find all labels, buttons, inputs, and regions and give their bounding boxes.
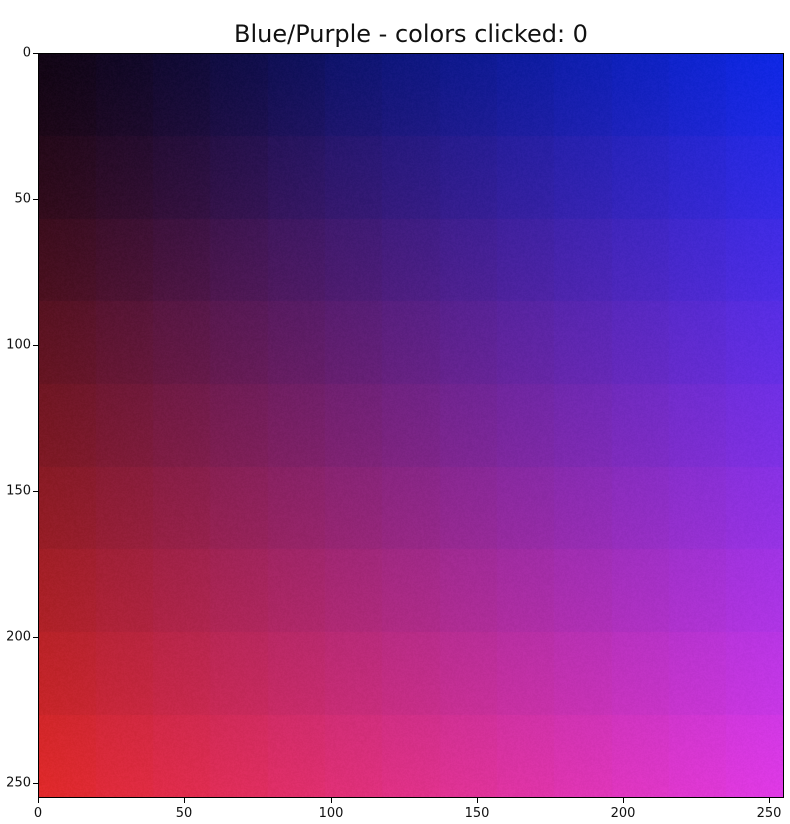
x-tick-mark: [477, 798, 478, 803]
y-tick-mark: [33, 53, 38, 54]
x-tick-label: 50: [175, 806, 193, 821]
x-tick-label: 0: [33, 806, 43, 821]
x-tick-mark: [184, 798, 185, 803]
x-tick-mark: [623, 798, 624, 803]
y-tick-mark: [33, 199, 38, 200]
x-tick-label: 150: [464, 806, 490, 821]
y-tick-label: 0: [22, 45, 31, 61]
x-tick-mark: [331, 798, 332, 803]
colors-clicked-count: 0: [572, 20, 588, 48]
y-tick-label: 100: [6, 337, 31, 353]
x-tick-label: 100: [318, 806, 344, 821]
y-tick-mark: [33, 491, 38, 492]
title-prefix: Blue/Purple - colors clicked:: [234, 20, 573, 48]
y-tick-mark: [33, 783, 38, 784]
y-tick-label: 150: [6, 483, 31, 499]
plot-title: Blue/Purple - colors clicked: 0: [38, 19, 784, 49]
x-tick-label: 200: [610, 806, 636, 821]
x-tick-label: 250: [756, 806, 782, 821]
x-tick-mark: [38, 798, 39, 803]
y-tick-label: 50: [14, 191, 31, 207]
color-grid-plot-area[interactable]: [38, 53, 784, 798]
x-tick-mark: [769, 798, 770, 803]
y-tick-mark: [33, 637, 38, 638]
y-tick-label: 200: [6, 629, 31, 645]
y-tick-label: 250: [6, 775, 31, 791]
color-gradient-heatmap[interactable]: [38, 53, 784, 798]
y-tick-mark: [33, 345, 38, 346]
